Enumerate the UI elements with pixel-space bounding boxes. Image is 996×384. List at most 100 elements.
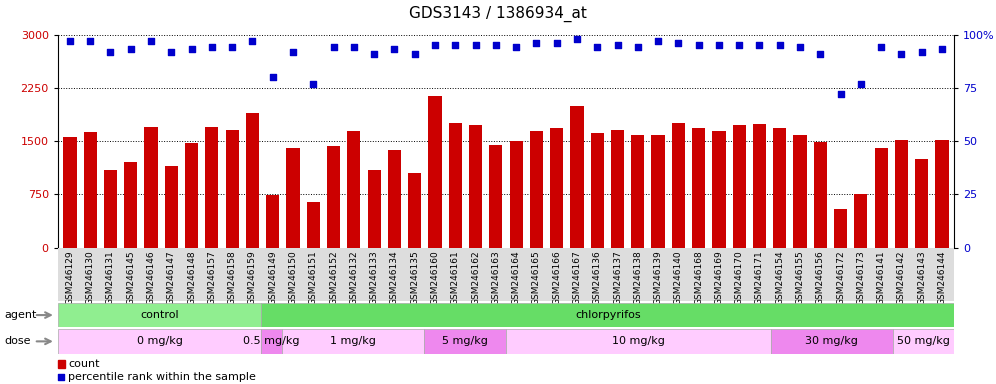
Text: GSM246140: GSM246140: [674, 250, 683, 305]
Bar: [651, 135, 664, 248]
Text: GSM246154: GSM246154: [775, 250, 784, 305]
Point: [62, 38, 78, 44]
Bar: [58, 303, 262, 327]
Bar: [771, 329, 893, 354]
Text: GSM246169: GSM246169: [714, 250, 723, 305]
Bar: [448, 122, 462, 248]
Point: [83, 38, 99, 44]
Text: GSM246144: GSM246144: [937, 250, 946, 305]
Point: [690, 42, 706, 48]
Point: [650, 38, 666, 44]
Text: GSM246133: GSM246133: [370, 250, 378, 305]
Point: [913, 48, 929, 55]
Point: [163, 48, 179, 55]
Point: [54, 374, 70, 380]
Text: GSM246156: GSM246156: [816, 250, 825, 305]
Bar: [489, 146, 502, 248]
Point: [386, 46, 402, 53]
Text: 0 mg/kg: 0 mg/kg: [136, 336, 182, 346]
Point: [406, 51, 422, 57]
Point: [752, 42, 768, 48]
Text: percentile rank within the sample: percentile rank within the sample: [68, 372, 256, 382]
Point: [893, 51, 909, 57]
Text: GSM246157: GSM246157: [207, 250, 216, 305]
Text: chlorpyrifos: chlorpyrifos: [575, 310, 640, 320]
Text: GSM246146: GSM246146: [146, 250, 155, 305]
Text: GSM246164: GSM246164: [512, 250, 521, 305]
Text: GSM246160: GSM246160: [430, 250, 439, 305]
Point: [792, 44, 808, 50]
Text: 0.5 mg/kg: 0.5 mg/kg: [243, 336, 300, 346]
Text: GSM246130: GSM246130: [86, 250, 95, 305]
Text: GSM246172: GSM246172: [836, 250, 845, 305]
Point: [772, 42, 788, 48]
Point: [367, 51, 382, 57]
Text: count: count: [68, 359, 100, 369]
Bar: [58, 329, 262, 354]
Bar: [246, 113, 259, 248]
Text: GSM246161: GSM246161: [451, 250, 460, 305]
Bar: [753, 124, 766, 248]
Bar: [287, 148, 300, 248]
Point: [731, 42, 747, 48]
Point: [346, 44, 362, 50]
Text: GSM246152: GSM246152: [329, 250, 338, 305]
Text: agent: agent: [4, 310, 37, 320]
Text: GSM246168: GSM246168: [694, 250, 703, 305]
Point: [670, 40, 686, 46]
Text: GSM246167: GSM246167: [573, 250, 582, 305]
Bar: [64, 137, 77, 248]
Text: GSM246162: GSM246162: [471, 250, 480, 305]
Point: [508, 44, 524, 50]
Text: GSM246150: GSM246150: [289, 250, 298, 305]
Text: GSM246139: GSM246139: [653, 250, 662, 305]
Bar: [794, 136, 807, 248]
Text: 10 mg/kg: 10 mg/kg: [612, 336, 664, 346]
Bar: [282, 329, 424, 354]
Point: [306, 81, 322, 87]
Bar: [894, 141, 908, 248]
Point: [529, 40, 545, 46]
Point: [326, 44, 342, 50]
Text: GSM246155: GSM246155: [796, 250, 805, 305]
Point: [813, 51, 829, 57]
Point: [265, 74, 281, 80]
Point: [143, 38, 159, 44]
Text: GSM246171: GSM246171: [755, 250, 764, 305]
Bar: [262, 303, 954, 327]
Text: GSM246151: GSM246151: [309, 250, 318, 305]
Point: [549, 40, 565, 46]
Bar: [855, 194, 868, 248]
Bar: [348, 131, 361, 248]
Bar: [893, 329, 954, 354]
Text: GSM246147: GSM246147: [167, 250, 176, 305]
Bar: [262, 329, 282, 354]
Text: GSM246159: GSM246159: [248, 250, 257, 305]
Text: GSM246163: GSM246163: [491, 250, 500, 305]
Text: GSM246134: GSM246134: [389, 250, 399, 305]
Bar: [408, 173, 421, 248]
Point: [204, 44, 220, 50]
Point: [853, 81, 869, 87]
Point: [427, 42, 443, 48]
Bar: [692, 128, 705, 248]
Text: GSM246170: GSM246170: [735, 250, 744, 305]
Point: [833, 91, 849, 97]
Point: [183, 46, 199, 53]
Bar: [124, 162, 137, 248]
Bar: [205, 127, 218, 248]
Bar: [428, 96, 441, 248]
Bar: [506, 329, 771, 354]
Point: [447, 42, 463, 48]
Bar: [84, 132, 97, 248]
Point: [629, 44, 645, 50]
Text: 5 mg/kg: 5 mg/kg: [442, 336, 488, 346]
Bar: [550, 128, 564, 248]
Text: GSM246149: GSM246149: [268, 250, 277, 305]
Point: [934, 46, 950, 53]
Text: GSM246135: GSM246135: [410, 250, 419, 305]
Point: [285, 48, 301, 55]
Point: [610, 42, 625, 48]
Point: [103, 48, 119, 55]
Bar: [915, 159, 928, 248]
